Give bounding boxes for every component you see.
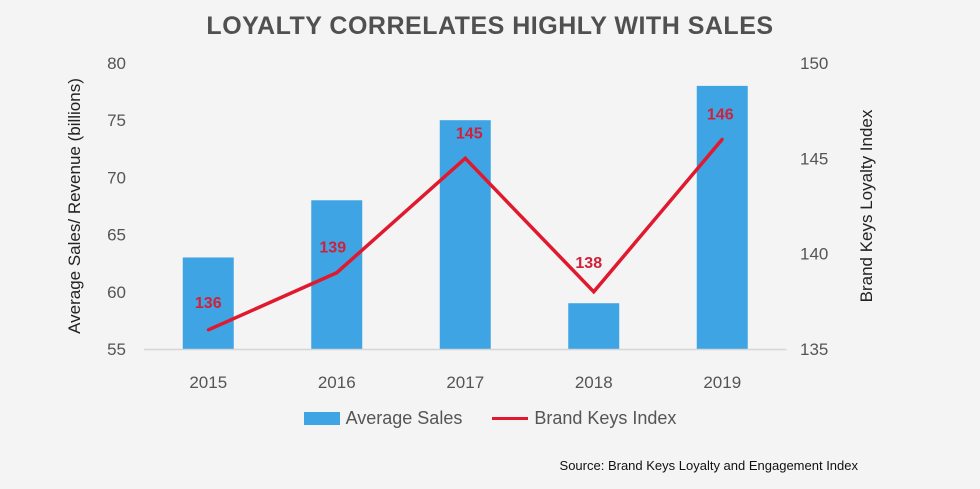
x-tick-label: 2018 bbox=[575, 373, 613, 392]
y-tick-label: 70 bbox=[107, 168, 126, 187]
legend: Average Sales Brand Keys Index bbox=[0, 408, 980, 429]
y-axis-title: Average Sales/ Revenue (billions) bbox=[65, 78, 84, 334]
y2-tick-label: 145 bbox=[800, 149, 828, 168]
y-tick-label: 55 bbox=[107, 340, 126, 359]
x-tick-label: 2016 bbox=[318, 373, 356, 392]
bar-2019 bbox=[696, 85, 748, 349]
x-tick-label: 2017 bbox=[446, 373, 484, 392]
legend-swatch-bar bbox=[303, 412, 340, 425]
bar-2017 bbox=[439, 120, 491, 349]
y2-tick-label: 150 bbox=[800, 54, 828, 73]
line-point-2016 bbox=[335, 271, 339, 275]
y-tick-label: 60 bbox=[107, 283, 126, 302]
legend-item-brand-keys-index: Brand Keys Index bbox=[492, 408, 676, 429]
source-note: Source: Brand Keys Loyalty and Engagemen… bbox=[559, 458, 858, 473]
x-tick-label: 2015 bbox=[189, 373, 227, 392]
bar-2018 bbox=[568, 303, 620, 349]
legend-label: Brand Keys Index bbox=[534, 408, 677, 428]
y-tick-label: 80 bbox=[107, 54, 126, 73]
bar-2015 bbox=[182, 257, 234, 349]
data-label: 136 bbox=[195, 295, 222, 312]
x-tick-label: 2019 bbox=[703, 373, 741, 392]
y2-tick-label: 140 bbox=[800, 245, 828, 264]
y-tick-label: 75 bbox=[107, 111, 126, 130]
data-label: 145 bbox=[456, 125, 483, 142]
data-label: 138 bbox=[575, 255, 602, 272]
line-point-2017 bbox=[463, 156, 467, 160]
line-point-2015 bbox=[206, 328, 210, 332]
y-tick-label: 65 bbox=[107, 226, 126, 245]
line-point-2019 bbox=[720, 137, 724, 141]
data-label: 146 bbox=[707, 106, 734, 123]
data-label: 139 bbox=[319, 240, 346, 257]
legend-item-average-sales: Average Sales bbox=[303, 408, 463, 429]
y2-tick-label: 135 bbox=[800, 340, 828, 359]
legend-swatch-line bbox=[492, 417, 529, 420]
legend-label: Average Sales bbox=[345, 408, 463, 428]
chart-title: LOYALTY CORRELATES HIGHLY WITH SALES bbox=[206, 12, 774, 40]
y2-axis-title: Brand Keys Loyalty Index bbox=[857, 109, 876, 302]
line-point-2018 bbox=[592, 290, 596, 294]
